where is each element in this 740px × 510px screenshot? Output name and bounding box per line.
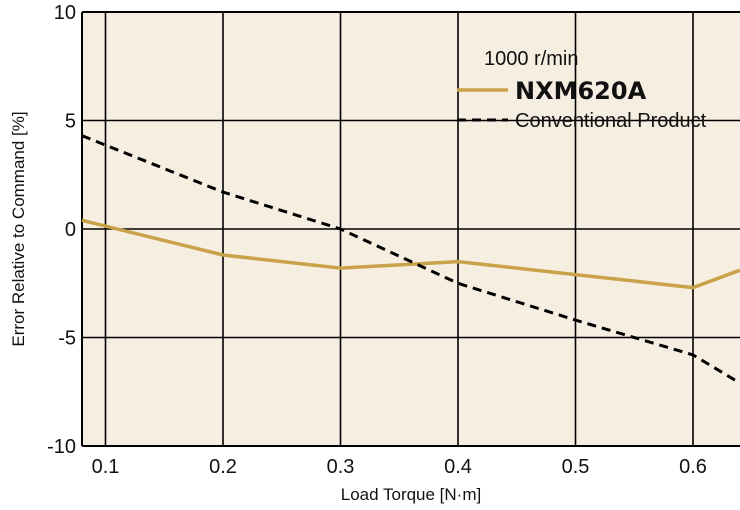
legend-title: 1000 r/min [484, 48, 579, 70]
y-tick-label: 10 [54, 2, 76, 24]
legend-label-nxm620a: NXM620A [515, 77, 647, 105]
x-tick-label: 0.1 [92, 456, 120, 478]
legend-label-conventional-product: Conventional Product [515, 110, 707, 132]
x-tick-label: 0.6 [679, 456, 707, 478]
y-tick-label: -5 [58, 328, 76, 350]
x-tick-label: 0.5 [562, 456, 590, 478]
series-line-conventional-product [81, 134, 740, 385]
x-tick-label: 0.2 [209, 456, 237, 478]
tick-labels: 0.1 0.2 0.3 0.4 0.5 0.6 10 5 0 -5 -10 [47, 2, 707, 478]
y-axis-label: Error Relative to Command [%] [9, 111, 28, 346]
y-tick-label: 0 [65, 219, 76, 241]
y-tick-label: 5 [65, 111, 76, 133]
x-tick-label: 0.3 [327, 456, 355, 478]
series-layer [81, 134, 740, 385]
x-tick-label: 0.4 [444, 456, 472, 478]
series-line-nxm620a [81, 218, 740, 290]
y-tick-label: -10 [47, 436, 76, 458]
legend: 1000 r/min NXM620A Conventional Product [457, 48, 707, 132]
x-axis-label: Load Torque [N·m] [341, 485, 481, 504]
